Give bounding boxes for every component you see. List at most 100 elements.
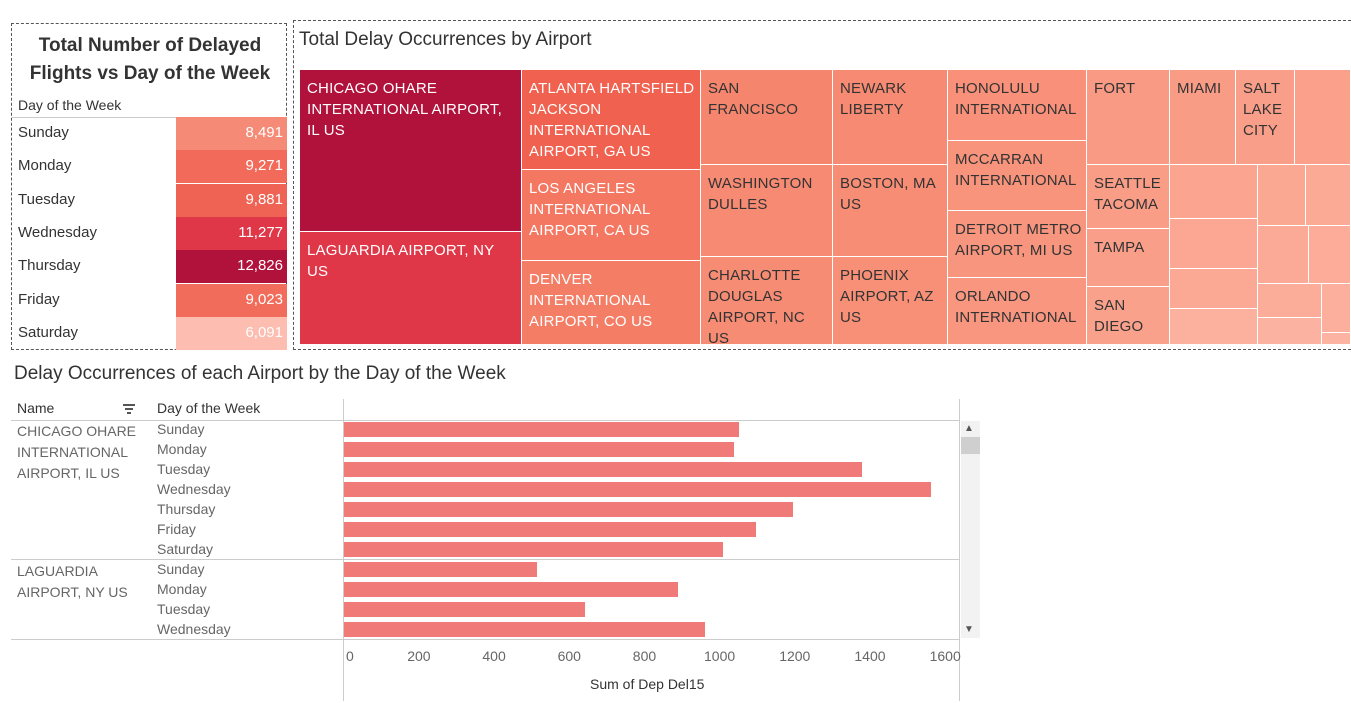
treemap-cell[interactable]: SALT LAKE CITY — [1236, 70, 1295, 165]
bar-day-label: Wednesday — [157, 621, 231, 637]
treemap-cell[interactable]: DETROIT METRO AIRPORT, MI US — [948, 211, 1087, 278]
bar-chart-header-divider — [11, 420, 959, 421]
scroll-down-icon[interactable]: ▼ — [964, 624, 974, 635]
treemap-cell[interactable] — [1170, 219, 1258, 269]
bar[interactable] — [344, 442, 734, 457]
treemap-cell[interactable]: TAMPA — [1087, 229, 1170, 287]
day-value-cell[interactable]: 12,826 — [176, 250, 287, 284]
treemap-cell[interactable] — [1306, 165, 1351, 226]
treemap-cell[interactable] — [1258, 226, 1309, 284]
treemap-cell-label: ORLANDO INTERNATIONAL — [955, 288, 1077, 326]
axis-line — [343, 399, 344, 701]
treemap-cell[interactable]: ATLANTA HARTSFIELD JACKSON INTERNATIONAL… — [522, 70, 701, 170]
treemap-cell-label: CHICAGO OHARE INTERNATIONAL AIRPORT, IL … — [307, 80, 502, 139]
treemap-cell[interactable]: WASHINGTON DULLES — [701, 165, 833, 257]
bar-chart-bottom-divider — [11, 639, 959, 640]
day-value-cell[interactable]: 8,491 — [176, 117, 287, 150]
day-value: 9,881 — [245, 190, 283, 208]
day-value-cell[interactable]: 9,271 — [176, 150, 287, 184]
day-row-sunday[interactable]: Sunday 8,491 — [12, 117, 287, 150]
bar[interactable] — [344, 622, 705, 637]
treemap-cell[interactable]: HONOLULU INTERNATIONAL — [948, 70, 1087, 141]
x-tick-label: 400 — [482, 648, 506, 664]
bar-day-label: Sunday — [157, 561, 205, 577]
name-column-header[interactable]: Name — [17, 400, 55, 416]
treemap-cell[interactable]: NEWARK LIBERTY — [833, 70, 948, 165]
treemap-cell[interactable]: LAGUARDIA AIRPORT, NY US — [300, 232, 522, 345]
treemap-cell[interactable]: MCCARRAN INTERNATIONAL — [948, 141, 1087, 211]
bar[interactable] — [344, 482, 931, 497]
treemap-cell[interactable]: FORT — [1087, 70, 1170, 165]
day-label: Sunday — [18, 124, 69, 141]
treemap-cell-label: NEWARK LIBERTY — [840, 80, 907, 118]
treemap-cell[interactable] — [1295, 70, 1351, 165]
x-axis-label: Sum of Dep Del15 — [590, 676, 705, 692]
day-label: Monday — [18, 157, 72, 175]
day-row-saturday[interactable]: Saturday 6,091 — [12, 316, 287, 350]
treemap-cell[interactable]: LOS ANGELES INTERNATIONAL AIRPORT, CA US — [522, 170, 701, 261]
treemap-cell[interactable]: ORLANDO INTERNATIONAL — [948, 278, 1087, 345]
day-row-wednesday[interactable]: Wednesday 11,277 — [12, 216, 287, 250]
bar[interactable] — [344, 562, 538, 577]
treemap-cell-label: SEATTLE TACOMA — [1094, 175, 1161, 213]
treemap-cell-label: MCCARRAN INTERNATIONAL — [955, 151, 1077, 189]
treemap-cell[interactable]: MIAMI — [1170, 70, 1236, 165]
treemap-cell[interactable]: SAN FRANCISCO — [701, 70, 833, 165]
bar[interactable] — [344, 422, 739, 437]
day-table-header-divider — [12, 117, 287, 118]
sort-icon[interactable] — [123, 404, 135, 414]
treemap-panel — [293, 20, 1351, 350]
day-row-monday[interactable]: Monday 9,271 — [12, 150, 287, 184]
bar[interactable] — [344, 462, 863, 477]
bar[interactable] — [344, 542, 723, 557]
treemap-cell[interactable]: BOSTON, MA US — [833, 165, 948, 257]
bar[interactable] — [344, 582, 678, 597]
x-tick-label: 1200 — [779, 648, 811, 664]
treemap-cell[interactable]: PHOENIX AIRPORT, AZ US — [833, 257, 948, 345]
treemap-cell[interactable] — [1322, 333, 1351, 345]
day-value-cell[interactable]: 9,023 — [176, 283, 287, 317]
treemap-cell[interactable] — [1170, 269, 1258, 309]
bar-day-label: Friday — [157, 521, 196, 537]
bar[interactable] — [344, 502, 794, 517]
treemap-cell[interactable] — [1170, 309, 1258, 345]
scrollbar-thumb[interactable] — [961, 437, 980, 454]
treemap-title: Total Delay Occurrences by Airport — [299, 29, 592, 50]
day-row-friday[interactable]: Friday 9,023 — [12, 283, 287, 317]
day-value-cell[interactable]: 9,881 — [176, 183, 287, 217]
treemap-cell[interactable] — [1258, 165, 1306, 226]
group-divider — [11, 559, 959, 560]
airport-name: AIRPORT, NY US — [17, 584, 128, 600]
treemap-cell[interactable]: SAN DIEGO — [1087, 287, 1170, 345]
day-of-week-panel: Total Number of Delayed Flights vs Day o… — [11, 23, 287, 350]
treemap-cell[interactable] — [1309, 226, 1351, 284]
scroll-up-icon[interactable]: ▲ — [964, 423, 974, 434]
treemap-cell[interactable] — [1322, 284, 1351, 333]
treemap-cell-label: MIAMI — [1177, 80, 1222, 97]
treemap-cell[interactable]: SEATTLE TACOMA — [1087, 165, 1170, 229]
day-value-cell[interactable]: 6,091 — [176, 316, 287, 350]
day-value: 12,826 — [237, 257, 283, 275]
treemap-cell[interactable]: CHARLOTTE DOUGLAS AIRPORT, NC US — [701, 257, 833, 345]
day-value: 6,091 — [245, 323, 283, 341]
bar[interactable] — [344, 522, 757, 537]
day-table-title-line2: Flights vs Day of the Week — [29, 63, 271, 84]
day-value-cell[interactable]: 11,277 — [176, 216, 287, 250]
treemap-cell-label: SALT LAKE CITY — [1243, 80, 1283, 139]
treemap-cell[interactable] — [1258, 284, 1322, 318]
day-row-tuesday[interactable]: Tuesday 9,881 — [12, 183, 287, 217]
day-row-thursday[interactable]: Thursday 12,826 — [12, 250, 287, 284]
treemap-cell[interactable]: CHICAGO OHARE INTERNATIONAL AIRPORT, IL … — [300, 70, 522, 232]
day-column-header[interactable]: Day of the Week — [157, 400, 261, 416]
treemap-cell[interactable]: DENVER INTERNATIONAL AIRPORT, CO US — [522, 261, 701, 345]
bar-day-label: Thursday — [157, 501, 216, 517]
vertical-scrollbar[interactable] — [961, 421, 980, 638]
day-label: Friday — [18, 290, 60, 308]
treemap-cell[interactable] — [1170, 165, 1258, 219]
treemap-cell[interactable] — [1258, 318, 1322, 345]
bar[interactable] — [344, 602, 585, 617]
bar-day-label: Tuesday — [157, 601, 211, 617]
treemap-cell-label: LOS ANGELES INTERNATIONAL AIRPORT, CA US — [529, 180, 650, 239]
airport-name: INTERNATIONAL — [17, 444, 128, 460]
treemap-cell-label: TAMPA — [1094, 239, 1145, 256]
